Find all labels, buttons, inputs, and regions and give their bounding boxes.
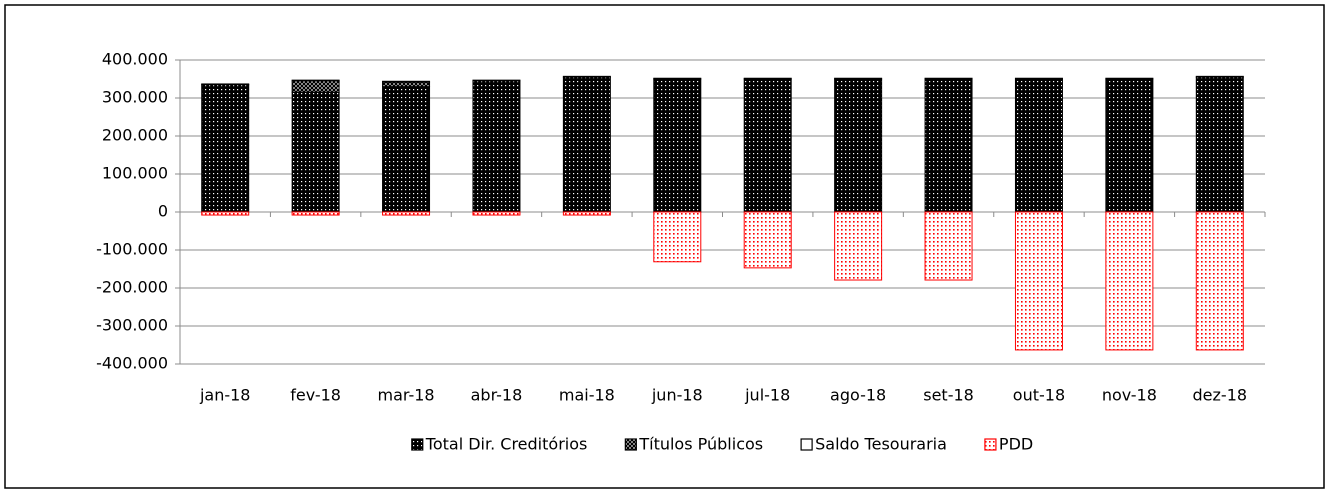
x-tick-label: nov-18 [1102,386,1157,405]
bar-segment [1014,77,1063,80]
bar-segment [562,211,611,216]
bar-segment [743,211,792,269]
x-tick-label: jun-18 [651,386,703,405]
y-tick-label: 400.000 [102,50,168,69]
x-tick-label: fev-18 [290,386,341,405]
bar-segment [472,211,521,216]
x-tick-label: abr-18 [471,386,523,405]
bar-segment [291,79,340,82]
y-tick-label: 200.000 [102,126,168,145]
x-tick-label: ago-18 [830,386,886,405]
bar-segment [201,211,250,216]
legend-swatch [624,438,637,451]
bar-segment [472,80,521,213]
x-tick-label: out-18 [1013,386,1065,405]
bar-segment [743,77,792,80]
bar-segment [653,77,702,80]
bar-segment [1195,75,1244,78]
bar-segment [1014,211,1063,351]
x-tick-label: set-18 [923,386,974,405]
x-tick-label: mar-18 [378,386,435,405]
y-tick-label: 0 [158,202,168,221]
bar-segment [201,83,250,86]
bar-segment [834,78,883,213]
bar-segment [382,211,431,216]
bar-segment [1195,211,1244,351]
bar-segment [562,75,611,78]
bar-segment [1195,76,1244,213]
bar-segment [1014,78,1063,213]
legend-label: Total Dir. Creditórios [425,435,588,454]
bar-segment [924,78,973,213]
bar-segment [743,78,792,213]
x-tick-label: mai-18 [559,386,615,405]
bar-segment [291,211,340,216]
x-tick-label: dez-18 [1193,386,1248,405]
bar-segment [562,76,611,213]
y-tick-label: 100.000 [102,164,168,183]
y-tick-label: -100.000 [96,240,168,259]
bar-segment [834,211,883,281]
bar-segment [1105,77,1154,80]
bar-segment [291,80,340,93]
legend-label: Títulos Públicos [638,435,763,454]
bar-segment [924,211,973,281]
legend-label: Saldo Tesouraria [815,435,947,454]
bar-segment [653,211,702,263]
x-tick-label: jan-18 [199,386,251,405]
bar-segment [1105,78,1154,213]
y-tick-label: 300.000 [102,88,168,107]
bar-segment [382,81,431,88]
x-tick-label: jul-18 [744,386,790,405]
bar-segment [201,84,250,213]
legend-swatch [984,438,997,451]
bar-segment [1105,211,1154,351]
bar-segment [653,78,702,213]
legend-swatch [800,438,813,451]
y-tick-label: -200.000 [96,278,168,297]
bar-segment [472,79,521,82]
legend-swatch [411,438,424,451]
bar-segment [834,77,883,80]
bar-segment [291,91,340,213]
bar-segment [924,77,973,80]
y-tick-label: -300.000 [96,316,168,335]
bar-segment [382,80,431,83]
y-tick-label: -400.000 [96,354,168,373]
bar-segment [382,86,431,213]
legend-label: PDD [999,435,1033,454]
